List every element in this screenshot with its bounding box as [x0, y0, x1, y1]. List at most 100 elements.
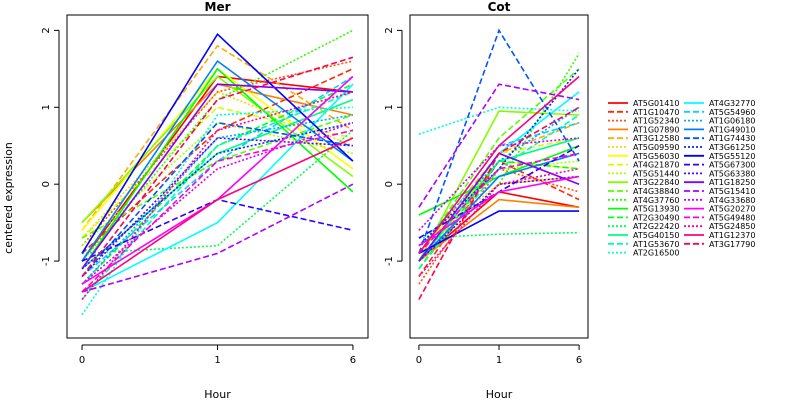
series-line	[81, 75, 354, 278]
series-line	[418, 198, 580, 262]
series-line	[418, 168, 580, 278]
legend-item: AT5G63380	[684, 169, 755, 178]
series-line	[418, 152, 580, 254]
series-line	[81, 56, 354, 277]
series-line	[81, 67, 354, 270]
legend-label: AT3G17790	[709, 240, 755, 249]
series-line	[81, 137, 354, 293]
series-line	[418, 68, 580, 247]
series-line	[81, 106, 354, 239]
series-line	[81, 114, 354, 239]
legend-label: AT2G16500	[633, 249, 679, 258]
panel-mer: Mer 0 1 6 Hour -1 0 1 2	[41, 0, 369, 400]
legend-label: AT5G56030	[633, 152, 679, 161]
legend: AT5G01410AT1G10470AT1G52340AT1G07890AT3G…	[608, 99, 755, 258]
y-tick-label: 2	[384, 27, 395, 33]
legend-item: AT4G32770	[684, 99, 755, 108]
legend-label: AT5G24850	[709, 222, 755, 231]
legend-label: AT1G52340	[633, 117, 679, 126]
x-tick-label: 0	[79, 355, 85, 366]
legend-label: AT5G15410	[709, 187, 755, 196]
legend-label: AT5G55120	[709, 152, 755, 161]
legend-item: AT4G37760	[608, 196, 679, 205]
legend-item: AT1G18250	[684, 178, 755, 187]
legend-item: AT1G49010	[684, 125, 755, 134]
y-tick-label: 1	[41, 104, 52, 110]
legend-label: AT5G63380	[709, 169, 755, 178]
legend-item: AT5G67300	[684, 161, 755, 170]
legend-item: AT5G09590	[608, 143, 679, 152]
legend-item: AT1G74430	[684, 134, 755, 143]
panel-cot: Cot 0 1 6 Hour -1 0 1 2	[384, 0, 589, 400]
legend-item: AT2G16500	[608, 249, 679, 258]
legend-label: AT1G74430	[709, 134, 755, 143]
legend-item: AT1G12370	[684, 231, 755, 240]
series-line	[418, 231, 580, 239]
y-tick-label: 1	[384, 104, 395, 110]
series-line	[81, 137, 353, 278]
legend-label: AT5G40150	[633, 231, 679, 240]
legend-item: AT4G21870	[608, 161, 679, 170]
legend-item: AT1G06180	[684, 117, 755, 126]
legend-item: AT5G49480	[684, 213, 755, 222]
panel-title: Cot	[488, 0, 511, 14]
series-line	[81, 59, 354, 262]
legend-item: AT3G61250	[684, 143, 755, 152]
legend-label: AT1G10470	[633, 108, 679, 117]
legend-item: AT5G01410	[608, 99, 679, 108]
legend-label: AT1G12370	[709, 231, 755, 240]
legend-item: AT2G22420	[608, 222, 679, 231]
legend-label: AT5G01410	[633, 99, 679, 108]
legend-label: AT1G07890	[633, 125, 679, 134]
series-line	[81, 91, 354, 301]
legend-label: AT3G12580	[633, 134, 679, 143]
legend-item: AT4G38840	[608, 187, 679, 196]
series-line	[418, 114, 580, 270]
legend-item: AT1G07890	[608, 125, 679, 134]
series-line	[81, 29, 354, 262]
legend-item: AT5G51440	[608, 169, 679, 178]
x-tick-label: 1	[496, 355, 502, 366]
legend-item: AT3G22840	[608, 178, 679, 187]
legend-label: AT5G20270	[709, 205, 755, 214]
series-line	[418, 175, 580, 247]
series-line	[418, 28, 580, 254]
y-tick-label: 0	[41, 181, 52, 187]
x-axis-label: Hour	[204, 388, 231, 400]
legend-label: AT1G49010	[709, 125, 755, 134]
legend-item: AT1G53670	[608, 240, 679, 249]
y-tick-label: 0	[384, 181, 395, 187]
legend-label: AT5G09590	[633, 143, 679, 152]
series-line	[81, 121, 354, 285]
legend-label: AT2G22420	[633, 222, 679, 231]
series-line	[81, 183, 354, 293]
series-line	[81, 106, 353, 316]
series-line	[418, 106, 580, 135]
legend-label: AT2G30490	[633, 213, 679, 222]
series-line	[418, 160, 580, 262]
series-line	[81, 83, 354, 293]
series-line	[418, 75, 580, 254]
legend-item: AT5G15410	[684, 187, 755, 196]
legend-label: AT3G61250	[709, 143, 755, 152]
legend-label: AT1G53670	[633, 240, 679, 249]
series-line	[418, 210, 580, 255]
legend-label: AT1G06180	[709, 117, 755, 126]
series-line	[81, 129, 354, 255]
legend-item: AT5G55120	[684, 152, 755, 161]
series-line	[418, 68, 580, 254]
legend-item: AT5G56030	[608, 152, 679, 161]
legend-label: AT4G32770	[709, 99, 755, 108]
series-line	[81, 83, 353, 270]
x-tick-label: 0	[416, 355, 422, 366]
legend-item: AT3G12580	[608, 134, 679, 143]
series-line	[81, 121, 354, 270]
legend-item: AT1G52340	[608, 117, 679, 126]
plot-frame	[66, 14, 369, 339]
legend-item: AT1G10470	[608, 108, 679, 117]
series-line	[418, 110, 580, 262]
legend-item: AT5G40150	[608, 231, 679, 240]
legend-label: AT4G33680	[709, 196, 755, 205]
y-axis-label: centered expression	[2, 142, 15, 254]
